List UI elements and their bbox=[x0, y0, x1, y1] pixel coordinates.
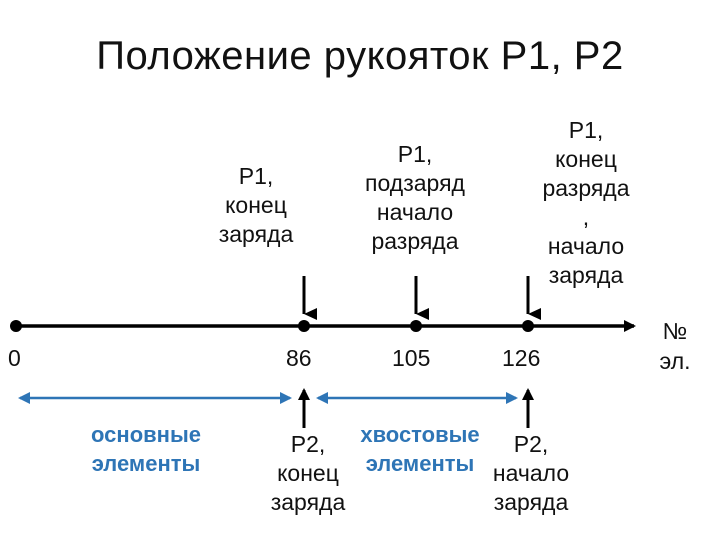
axis-point-105 bbox=[410, 320, 422, 332]
label-p2-end-charge: Р2, конец заряда bbox=[270, 431, 346, 515]
axis-end-label: № эл. bbox=[659, 318, 691, 374]
tick-label-0: 0 bbox=[8, 345, 21, 371]
tick-label-126: 126 bbox=[502, 345, 541, 371]
axis-point-86 bbox=[298, 320, 310, 332]
axis-point-126 bbox=[522, 320, 534, 332]
tick-label-86: 86 bbox=[286, 345, 312, 371]
page-title: Положение рукояток Р1, Р2 bbox=[96, 34, 624, 78]
tail-elements-label: хвостовые элементы bbox=[360, 422, 480, 476]
label-p1-end-charge: Р1, конец заряда bbox=[218, 163, 294, 247]
label-p2-start-charge: Р2, начало заряда bbox=[492, 431, 570, 515]
axis-point-0 bbox=[10, 320, 22, 332]
label-p1-end-discharge-start-charge: Р1, конец разряда , начало заряда bbox=[542, 117, 630, 288]
label-p1-recharge-start-discharge: Р1, подзаряд начало разряда bbox=[365, 141, 465, 254]
main-elements-label: основные элементы bbox=[91, 422, 201, 476]
tick-label-105: 105 bbox=[392, 345, 431, 371]
